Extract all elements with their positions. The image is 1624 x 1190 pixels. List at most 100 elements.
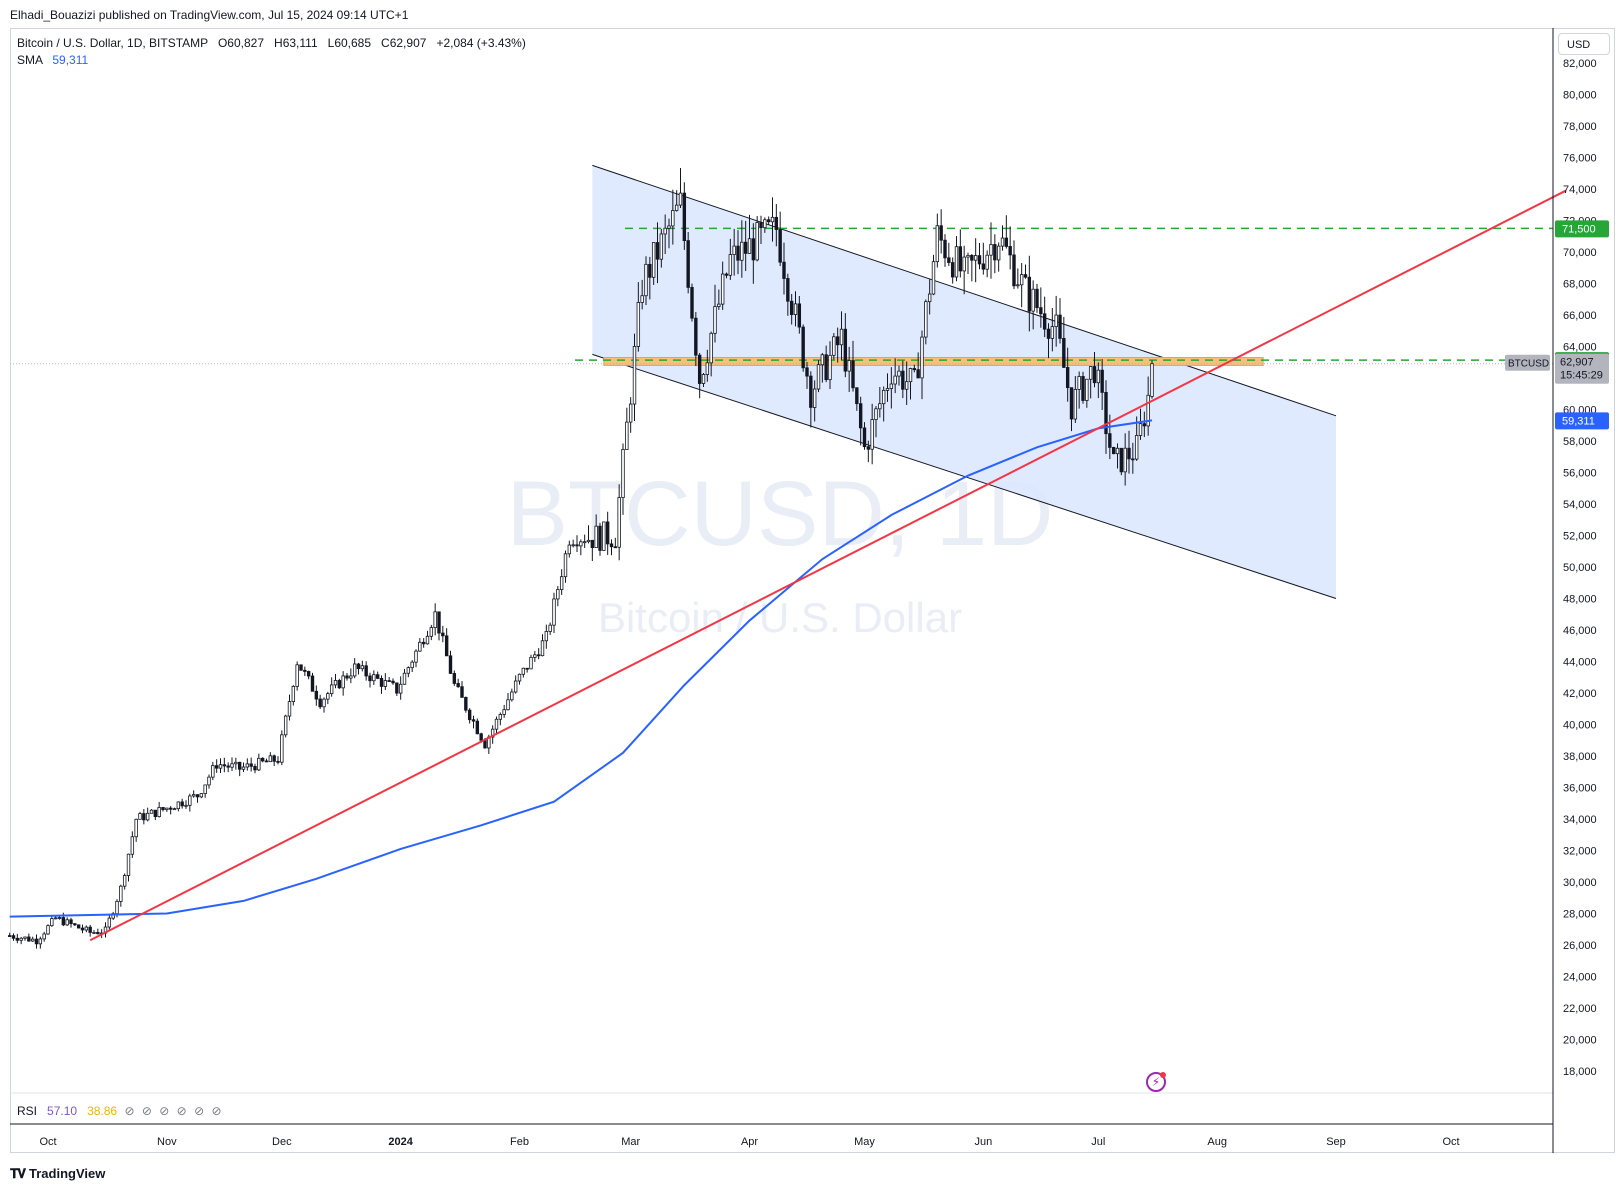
candle-body [916,369,920,379]
candle-body [678,192,683,206]
candle-body [222,764,227,767]
eye-off-icon[interactable]: ⊘ [176,1104,187,1118]
candle-body [540,640,545,657]
candle-body [65,919,69,926]
price-badge-green[interactable]: 71,500 [1555,220,1609,238]
candle-body [973,255,978,261]
resistance-zone[interactable] [603,357,1264,366]
candle-body [1000,237,1005,247]
candle-body [709,332,713,364]
eye-off-icon[interactable]: ⊘ [141,1104,152,1118]
candle-body [996,245,1001,261]
candle-body [149,809,154,814]
channel-lower-line[interactable] [592,353,1337,599]
watermark: BTCUSD, 1D Bitcoin / U.S. Dollar [507,463,1054,641]
y-tick-label: 68,000 [1563,279,1597,291]
candle-body [809,375,813,408]
eye-off-icon[interactable]: ⊘ [211,1104,222,1118]
eye-off-icon[interactable]: ⊘ [159,1104,170,1118]
candle-body [736,245,740,261]
sma-line[interactable] [9,419,1153,918]
candle-body [1138,423,1143,436]
candle-body [383,680,388,687]
candle-body [452,673,457,684]
candle-body [954,246,959,278]
candle-body [115,901,119,915]
candle-body [943,239,947,259]
candle-body [211,765,215,778]
candle-body [977,255,982,265]
rsi-legend[interactable]: RSI 57.10 38.86 ⊘ ⊘ ⊘ ⊘ ⊘ ⊘ [17,1104,222,1118]
eye-off-icon[interactable]: ⊘ [194,1104,205,1118]
y-tick-label: 34,000 [1563,814,1597,826]
candle-body [172,808,177,811]
candle-body [1019,274,1024,286]
legend-sma-row[interactable]: SMA 59,311 [17,52,526,69]
tradingview-logo[interactable]: 𝐓𝐕 TradingView [10,1166,105,1182]
candle-body [517,673,522,682]
candle-body [828,354,832,381]
candle-body [586,539,591,543]
candle-body [866,446,871,450]
lightning-icon[interactable]: ⚡ [1146,1072,1166,1092]
candle-body [759,222,763,229]
candle-body [556,589,560,600]
tradingview-logo-icon: 𝐓𝐕 [10,1166,26,1181]
candle-body [195,794,200,798]
candle-body [1069,387,1074,420]
candle-body [816,364,821,390]
candle-body [690,287,694,319]
chart-legend: Bitcoin / U.S. Dollar, 1D, BITSTAMP O60,… [17,35,526,69]
price-axis[interactable]: 82,00080,00078,00076,00074,00072,00070,0… [1563,58,1597,1078]
candle-body [1027,276,1032,312]
candle-body [820,354,825,366]
candle-body [1123,447,1127,473]
candle-body [628,403,633,423]
candle-body [502,709,506,715]
candle-body [76,924,81,929]
candle-body [1065,367,1070,389]
candle-body [506,699,510,711]
candle-body [38,938,43,945]
candle-body [176,801,181,810]
candle-body [893,375,897,385]
candle-body [418,641,422,652]
candle-body [19,937,23,941]
candle-body [306,671,311,677]
eye-off-icon[interactable]: ⊘ [124,1104,135,1118]
candle-body [513,680,518,693]
legend-title[interactable]: Bitcoin / U.S. Dollar, 1D, BITSTAMP [17,36,208,50]
candle-body [920,336,924,379]
candle-body [889,383,894,389]
candle-body [218,764,223,769]
candle-body [950,262,955,278]
x-tick-label: May [854,1136,875,1148]
y-tick-label: 78,000 [1563,121,1597,133]
candle-body [310,675,315,692]
candle-body [694,317,698,356]
currency-button[interactable]: USD [1558,33,1610,55]
candle-body [962,256,966,272]
candle-body [199,793,204,798]
time-axis[interactable]: Oct Nov Dec 2024 Feb Mar Apr May Jun Jul Aug Sep Oct [39,1136,1459,1148]
x-tick-label: Jul [1091,1136,1105,1148]
candle-body [763,219,767,229]
candle-body [46,925,50,935]
sma-label: SMA [17,53,43,67]
support-trendline[interactable] [89,189,1567,942]
candle-body [851,360,855,389]
candle-body [632,346,637,405]
candle-body [663,227,667,235]
candle-body [73,923,77,926]
x-tick-label: Dec [272,1136,292,1148]
candle-body [939,225,943,241]
y-tick-label: 56,000 [1563,468,1597,480]
candle-body [740,241,744,261]
candle-body [314,690,319,700]
y-tick-label: 44,000 [1563,657,1597,669]
y-tick-label: 36,000 [1563,783,1597,795]
candle-body [1142,423,1147,427]
price-badge-blue[interactable]: 59,311 [1555,412,1609,430]
